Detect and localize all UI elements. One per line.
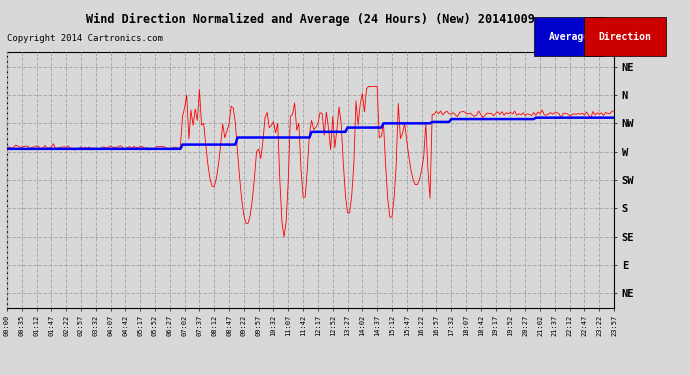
Text: Wind Direction Normalized and Average (24 Hours) (New) 20141009: Wind Direction Normalized and Average (2… <box>86 13 535 26</box>
Text: Direction: Direction <box>598 32 651 42</box>
Text: Copyright 2014 Cartronics.com: Copyright 2014 Cartronics.com <box>7 34 163 43</box>
Text: Average: Average <box>549 32 590 42</box>
